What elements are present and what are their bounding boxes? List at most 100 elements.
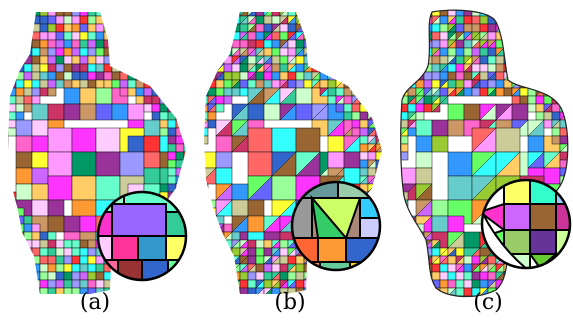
mesh-cell bbox=[8, 87, 17, 97]
mesh-cell bbox=[23, 239, 33, 249]
mesh-cell bbox=[135, 47, 145, 57]
mesh-cell bbox=[207, 247, 217, 257]
mesh-cell bbox=[400, 47, 409, 57]
mesh-cell bbox=[567, 143, 568, 153]
mesh-cell bbox=[119, 47, 129, 57]
mesh-cell bbox=[263, 47, 273, 57]
mesh-cell bbox=[559, 39, 568, 49]
mesh-cell bbox=[175, 103, 185, 113]
mesh-cell bbox=[407, 287, 417, 297]
mesh-cell bbox=[407, 39, 417, 49]
mesh-cell bbox=[535, 287, 545, 297]
mesh-cell bbox=[415, 39, 425, 49]
mesh-cell bbox=[39, 263, 49, 273]
mesh-cell bbox=[204, 71, 209, 81]
mesh-cell bbox=[567, 71, 568, 81]
mesh-cell bbox=[127, 103, 145, 121]
mesh-cell bbox=[8, 111, 17, 121]
mesh-cell bbox=[47, 15, 57, 25]
mesh-cell bbox=[39, 247, 49, 257]
mesh-cell bbox=[447, 151, 473, 177]
mesh-cell bbox=[23, 15, 33, 25]
mesh-cell bbox=[111, 15, 121, 25]
mesh-cell bbox=[39, 71, 49, 81]
mesh-cell bbox=[15, 119, 33, 137]
mesh-cell bbox=[111, 31, 121, 41]
mesh-cell bbox=[79, 215, 97, 233]
mesh-cell bbox=[311, 31, 321, 41]
mesh-cell bbox=[400, 207, 409, 217]
mesh-cell bbox=[71, 127, 97, 153]
mesh-cell bbox=[319, 279, 329, 289]
mesh-cell bbox=[39, 23, 49, 33]
mesh-cell bbox=[303, 15, 313, 25]
mesh-cell bbox=[447, 215, 465, 233]
mesh-cell bbox=[175, 191, 185, 201]
mesh-cell bbox=[207, 12, 217, 17]
mesh-cell bbox=[103, 39, 113, 49]
mesh-cell bbox=[23, 271, 33, 281]
mesh-cell bbox=[415, 23, 425, 33]
mesh-cell bbox=[567, 287, 568, 297]
mesh-cell bbox=[447, 79, 457, 89]
mesh-cell bbox=[215, 135, 233, 153]
mesh-cell bbox=[8, 119, 9, 129]
mesh-cell bbox=[255, 263, 265, 273]
mesh-cell bbox=[343, 287, 353, 294]
mesh-cell bbox=[175, 47, 185, 57]
mesh-cell bbox=[319, 55, 329, 65]
mesh-cell bbox=[487, 31, 497, 41]
mesh-cell bbox=[479, 15, 489, 25]
mesh-cell bbox=[119, 79, 129, 89]
mesh-cell bbox=[119, 23, 129, 33]
mesh-cell bbox=[39, 15, 49, 25]
mesh-cell bbox=[311, 15, 321, 25]
mesh-cell bbox=[204, 39, 209, 49]
mesh-cell bbox=[559, 271, 568, 281]
mesh-cell bbox=[375, 15, 382, 25]
mesh-cell bbox=[343, 31, 353, 41]
mesh-cell bbox=[95, 151, 121, 177]
mesh-cell bbox=[71, 255, 81, 265]
mesh-cell bbox=[204, 183, 209, 193]
mesh-cell bbox=[535, 79, 545, 89]
mesh-cell bbox=[223, 39, 233, 49]
mesh-cell bbox=[359, 39, 369, 49]
mesh-cell bbox=[247, 79, 257, 89]
mesh-cell bbox=[271, 15, 281, 25]
mesh-cell bbox=[423, 287, 433, 297]
mesh-cell bbox=[375, 63, 382, 73]
mesh-cell bbox=[55, 71, 65, 81]
mesh-cell bbox=[15, 103, 25, 113]
mesh-cell bbox=[271, 47, 281, 57]
mesh-cell bbox=[511, 71, 521, 81]
mesh-cell bbox=[215, 95, 225, 105]
mesh-cell bbox=[343, 279, 353, 289]
mesh-cell bbox=[319, 79, 329, 89]
mesh-cell bbox=[79, 263, 89, 273]
mesh-cell bbox=[119, 279, 129, 289]
mesh-cell bbox=[63, 55, 73, 65]
mesh-cell bbox=[527, 23, 537, 33]
mesh-cell bbox=[567, 31, 568, 41]
mesh-cell bbox=[79, 23, 89, 33]
mesh-cell bbox=[439, 55, 449, 65]
mesh-cell bbox=[447, 271, 457, 281]
mesh-cell bbox=[47, 12, 57, 17]
mesh-cell bbox=[359, 79, 369, 89]
mesh-cell bbox=[567, 183, 568, 193]
mesh-cell bbox=[159, 119, 169, 129]
mesh-cell bbox=[519, 23, 529, 33]
mesh-cell bbox=[183, 47, 186, 57]
mesh-cell bbox=[327, 135, 345, 153]
mesh-cell bbox=[63, 15, 73, 25]
mesh-cell bbox=[463, 39, 473, 49]
mesh-cell bbox=[567, 295, 568, 297]
mesh-cell bbox=[175, 199, 185, 209]
mesh-cell bbox=[423, 295, 433, 297]
mesh-cell bbox=[111, 23, 121, 33]
mesh-cell bbox=[400, 231, 409, 241]
mesh-cell bbox=[204, 55, 209, 65]
mesh-cell bbox=[351, 103, 361, 113]
